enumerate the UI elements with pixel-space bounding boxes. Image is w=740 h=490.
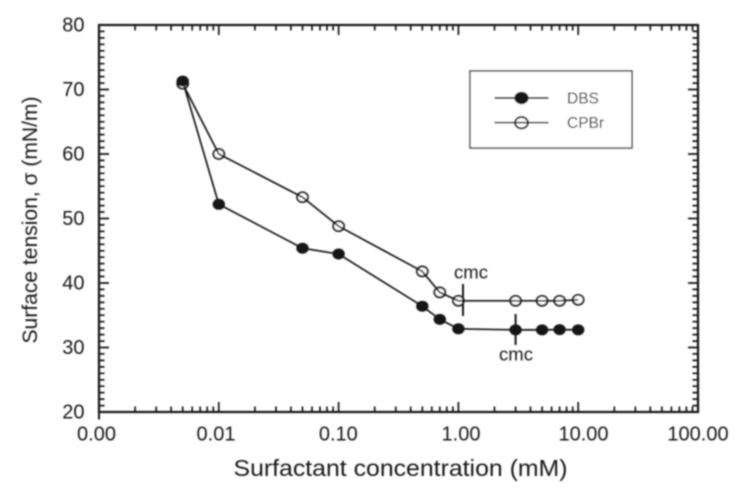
svg-text:0.10: 0.10 [319,424,358,446]
svg-text:Surface tension, σ (mN/m): Surface tension, σ (mN/m) [19,97,42,344]
svg-text:CPBr: CPBr [567,115,604,132]
svg-text:0.01: 0.01 [197,424,236,446]
svg-text:30: 30 [62,337,84,359]
svg-text:40: 40 [62,273,84,295]
svg-text:0.00: 0.00 [77,424,116,446]
svg-text:cmc: cmc [499,344,533,365]
svg-text:60: 60 [62,144,84,166]
svg-text:Surfactant concentration (mM): Surfactant concentration (mM) [234,455,568,481]
svg-text:50: 50 [62,208,84,230]
svg-text:DBS: DBS [567,91,599,108]
svg-text:10.00: 10.00 [558,424,608,446]
svg-text:1.00: 1.00 [442,424,481,446]
svg-text:70: 70 [62,79,84,101]
svg-text:20: 20 [62,402,84,424]
svg-text:80: 80 [62,15,84,37]
svg-text:100.00: 100.00 [667,424,728,446]
svg-text:cmc: cmc [454,262,488,283]
